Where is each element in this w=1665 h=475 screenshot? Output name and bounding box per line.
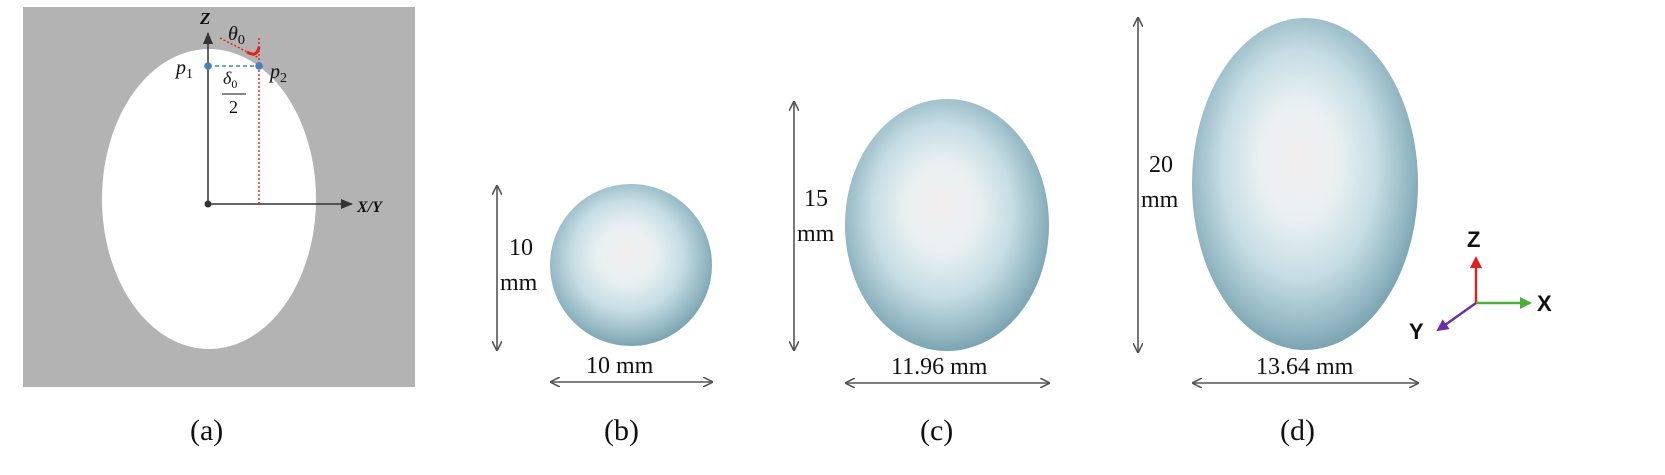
origin-point [204,200,212,208]
theta-label: θ0 [228,23,245,48]
delta-numerator: δ0 [223,68,237,91]
triad-y-arrow [1436,302,1477,332]
panel-c-caption: (c) [920,414,953,447]
panel-d-width-label: 13.64 mm [1256,354,1354,380]
p1-label: p1 [174,57,193,82]
panel-b: 10 mm 10 mm (b) [497,184,712,447]
ellipsoid-c [845,99,1049,351]
delta-denominator: 2 [229,97,238,117]
triad-z-label: Z [1467,227,1480,252]
panel-b-height-value: 10 [509,235,533,261]
panel-c-width-label: 11.96 mm [891,354,988,380]
triad-y-label: Y [1409,319,1424,344]
panel-b-width-label: 10 mm [586,353,654,379]
panel-a-caption: (a) [190,414,223,447]
panel-d: 20 mm 13.64 mm (d) [1138,18,1418,447]
panel-b-height-unit: mm [500,270,538,296]
xy-axis-label: X/Y [356,199,383,216]
point-p2 [255,62,263,70]
coordinate-triad: Z X Y [1409,227,1552,344]
panel-c-height-value: 15 [804,186,828,212]
ellipsoid-d [1192,18,1418,350]
panel-b-caption: (b) [604,414,639,447]
panel-d-height-value: 20 [1149,152,1173,178]
sphere-b [550,184,712,346]
point-p1 [204,62,212,70]
cross-section-ellipse [102,49,316,349]
p2-label: p2 [268,61,287,86]
panel-d-caption: (d) [1280,414,1315,447]
panel-d-height-unit: mm [1141,187,1179,213]
panel-a: Z X/Y p1 p2 θ0 δ0 2 (a) [23,7,415,447]
panel-c-height-unit: mm [797,221,835,247]
theta-angle-arc [246,46,261,56]
z-axis-label: Z [199,9,210,28]
triad-x-label: X [1537,291,1552,316]
panel-c: 15 mm 11.96 mm (c) [794,99,1049,447]
